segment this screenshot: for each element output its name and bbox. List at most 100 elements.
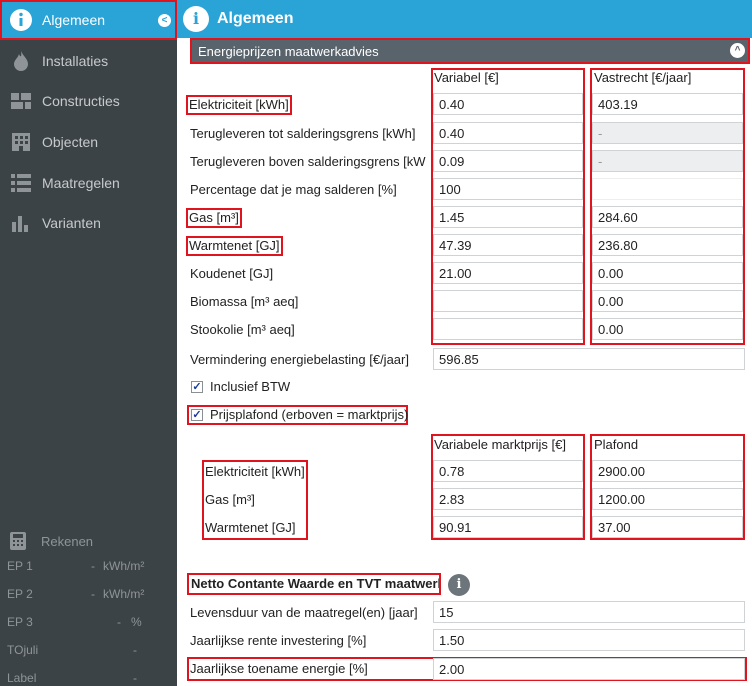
- stat-name: EP 3: [7, 615, 33, 629]
- stat-unit: %: [131, 615, 142, 629]
- page-title: Algemeen: [217, 10, 294, 27]
- row-label-feedin-below: Terugleveren tot salderingsgrens [kWh]: [190, 126, 416, 141]
- sidebar-item-installaties[interactable]: Installaties: [0, 41, 177, 81]
- input-feedin-above-fixed: -: [592, 150, 743, 172]
- column-header-variable: Variabel [€]: [434, 70, 499, 85]
- sidebar-item-varianten[interactable]: Varianten: [0, 203, 177, 243]
- input-cap-gas-market[interactable]: 2.83: [433, 488, 583, 510]
- sidebar-item-label: Objecten: [42, 134, 99, 150]
- sidebar-item-objecten[interactable]: Objecten: [0, 122, 177, 162]
- row-label-feedin-above: Terugleveren boven salderingsgrens [kWh: [190, 154, 426, 169]
- info-icon: [0, 8, 42, 32]
- sidebar-item-label: Varianten: [42, 215, 101, 231]
- input-npv-lifetime[interactable]: 15: [433, 601, 745, 623]
- section-title: Energieprijzen maatwerkadvies: [198, 44, 379, 59]
- calculate-label: Rekenen: [41, 533, 94, 549]
- sidebar: Algemeen < Installaties Constructies Obj…: [0, 0, 177, 686]
- stat-value: -: [91, 559, 95, 573]
- page-header: i Algemeen: [177, 0, 752, 38]
- stat-name: EP 1: [7, 559, 33, 573]
- label-incl-btw: Inclusief BTW: [210, 379, 291, 394]
- cap-label-heat-network: Warmtenet [GJ]: [205, 520, 296, 535]
- npv-section-title: Netto Contante Waarde en TVT maatwerl: [191, 576, 439, 591]
- input-electricity-variable[interactable]: 0.40: [433, 93, 583, 115]
- npv-label-interest: Jaarlijkse rente investering [%]: [190, 633, 367, 648]
- section-header-energy-prices[interactable]: Energieprijzen maatwerkadvies ^: [190, 38, 750, 64]
- stat-tojuli: TOjuli -: [7, 643, 167, 657]
- bar-chart-icon: [0, 214, 42, 232]
- stat-label: Label -: [7, 671, 167, 685]
- stat-ep3: EP 3 - %: [7, 615, 167, 629]
- info-icon[interactable]: i: [448, 574, 470, 596]
- collapse-sidebar-icon[interactable]: <: [158, 14, 171, 27]
- input-electricity-fixed[interactable]: 403.19: [592, 93, 743, 115]
- input-biomass-variable[interactable]: [433, 290, 583, 312]
- label-price-cap: Prijsplafond (erboven = marktprijs): [210, 407, 409, 422]
- input-heat-network-variable[interactable]: 47.39: [433, 234, 583, 256]
- list-icon: [0, 174, 42, 192]
- npv-label-lifetime: Levensduur van de maatregel(en) [jaar]: [190, 605, 418, 620]
- chevron-up-icon[interactable]: ^: [730, 43, 745, 58]
- stat-value: -: [91, 587, 95, 601]
- input-net-metering-fixed: [592, 178, 743, 200]
- input-cap-gas-ceiling[interactable]: 1200.00: [592, 488, 743, 510]
- cap-label-electricity: Elektriciteit [kWh]: [205, 464, 305, 479]
- row-label-gas: Gas [m³]: [186, 208, 242, 228]
- input-npv-energy-increase[interactable]: 2.00: [433, 658, 745, 680]
- sidebar-item-constructies[interactable]: Constructies: [0, 81, 177, 121]
- stat-value: -: [117, 615, 121, 629]
- row-label-fuel-oil: Stookolie [m³ aeq]: [190, 322, 295, 337]
- input-cold-network-variable[interactable]: 21.00: [433, 262, 583, 284]
- input-fuel-oil-variable[interactable]: [433, 318, 583, 340]
- npv-label-energy-increase: Jaarlijkse toename energie [%]: [190, 661, 368, 676]
- input-net-metering-pct[interactable]: 100: [433, 178, 583, 200]
- input-fuel-oil-fixed[interactable]: 0.00: [592, 318, 743, 340]
- flame-icon: [0, 51, 42, 71]
- input-cap-heat-market[interactable]: 90.91: [433, 516, 583, 538]
- sidebar-item-maatregelen[interactable]: Maatregelen: [0, 163, 177, 203]
- row-label-tax-reduction: Vermindering energiebelasting [€/jaar]: [190, 352, 409, 367]
- stat-value: -: [133, 643, 137, 657]
- row-label-heat-network: Warmtenet [GJ]: [186, 236, 283, 256]
- stat-unit: kWh/m²: [103, 587, 145, 601]
- stat-name: Label: [7, 671, 37, 685]
- input-tax-reduction[interactable]: 596.85: [433, 348, 745, 370]
- checkbox-price-cap[interactable]: ✓: [191, 409, 203, 421]
- building-icon: [0, 132, 42, 152]
- stat-unit: kWh/m²: [103, 559, 145, 573]
- stat-value: -: [133, 671, 137, 685]
- input-feedin-below-variable[interactable]: 0.40: [433, 122, 583, 144]
- column-header-ceiling: Plafond: [594, 437, 639, 452]
- row-label-biomass: Biomassa [m³ aeq]: [190, 294, 299, 309]
- input-gas-fixed[interactable]: 284.60: [592, 206, 743, 228]
- cap-label-gas: Gas [m³]: [205, 492, 255, 507]
- column-header-fixed: Vastrecht [€/jaar]: [594, 70, 692, 85]
- calculate-button[interactable]: Rekenen: [10, 532, 93, 550]
- stat-name: TOjuli: [7, 643, 39, 657]
- sidebar-item-label: Constructies: [42, 93, 120, 109]
- sidebar-item-label: Maatregelen: [42, 175, 120, 191]
- checkbox-incl-btw[interactable]: ✓: [191, 381, 203, 393]
- row-label-cold-network: Koudenet [GJ]: [190, 266, 274, 281]
- input-feedin-below-fixed: -: [592, 122, 743, 144]
- row-label-net-metering-pct: Percentage dat je mag salderen [%]: [190, 182, 397, 197]
- input-cap-electricity-ceiling[interactable]: 2900.00: [592, 460, 743, 482]
- stat-ep1: EP 1 - kWh/m²: [7, 559, 167, 573]
- info-icon: i: [183, 6, 209, 32]
- calculator-icon: [10, 532, 26, 550]
- sidebar-item-label: Algemeen: [42, 12, 106, 28]
- input-cap-heat-ceiling[interactable]: 37.00: [592, 516, 743, 538]
- stat-ep2: EP 2 - kWh/m²: [7, 587, 167, 601]
- input-feedin-above-variable[interactable]: 0.09: [433, 150, 583, 172]
- input-gas-variable[interactable]: 1.45: [433, 206, 583, 228]
- sidebar-item-algemeen[interactable]: Algemeen <: [0, 0, 177, 40]
- column-header-market-price: Variabele marktprijs [€]: [434, 437, 566, 452]
- stat-name: EP 2: [7, 587, 33, 601]
- sidebar-item-label: Installaties: [42, 53, 109, 69]
- input-npv-interest[interactable]: 1.50: [433, 629, 745, 651]
- input-heat-network-fixed[interactable]: 236.80: [592, 234, 743, 256]
- input-cold-network-fixed[interactable]: 0.00: [592, 262, 743, 284]
- constructions-icon: [0, 93, 42, 109]
- input-cap-electricity-market[interactable]: 0.78: [433, 460, 583, 482]
- input-biomass-fixed[interactable]: 0.00: [592, 290, 743, 312]
